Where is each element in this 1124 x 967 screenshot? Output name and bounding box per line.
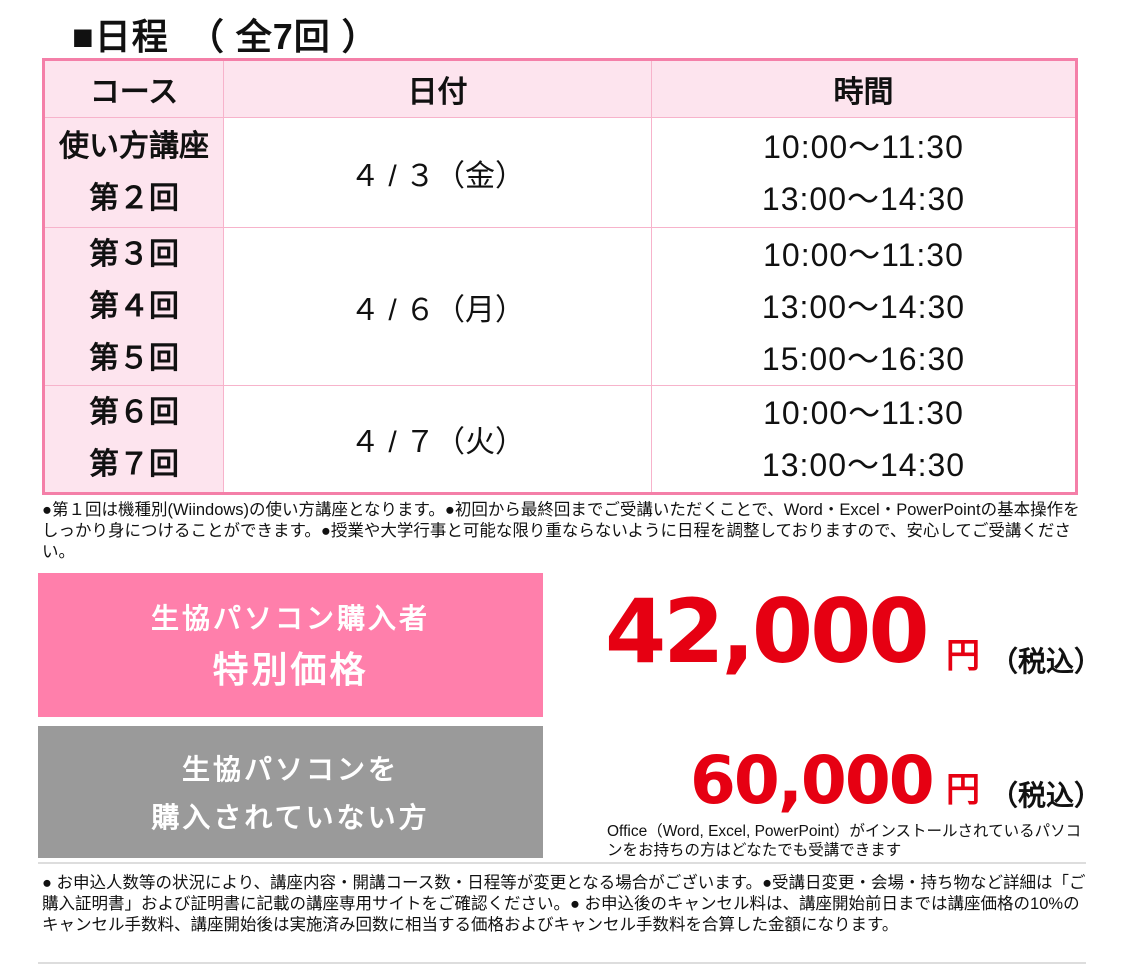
course-label: 第２回	[89, 181, 179, 215]
regular-line2: 購入されていない方	[151, 802, 430, 833]
course-label: 第３回	[89, 237, 179, 271]
special-price-unit: 円	[946, 636, 980, 676]
time-cell: 10:00〜11:30 13:00〜14:30	[651, 117, 1077, 228]
schedule-note: ●第１回は機種別(Wiindows)の使い方講座となります。●初回から最終回まで…	[42, 501, 1080, 561]
course-cell: 第３回第４回第５回	[43, 227, 224, 386]
regular-price: 60,000	[690, 742, 935, 819]
table-row: 使い方講座第２回 ４ / ３（金） 10:00〜11:30 13:00〜14:30	[43, 117, 1077, 228]
header-course: コース	[43, 59, 224, 118]
date-cell: ４ / ３（金）	[223, 117, 652, 228]
regular-price-unit: 円	[946, 770, 980, 810]
time-slot: 15:00〜16:30	[761, 340, 966, 377]
date-cell: ４ / ７（火）	[223, 385, 652, 494]
course-cell: 第６回第７回	[43, 385, 224, 494]
course-label: 第６回	[89, 396, 179, 429]
regular-tax-label: （税込）	[990, 780, 1103, 811]
divider	[38, 862, 1086, 864]
course-label: 使い方講座	[59, 129, 209, 163]
table-row: 第６回第７回 ４ / ７（火） 10:00〜11:30 13:00〜14:30	[43, 385, 1077, 494]
table-header: コース 日付 時間	[43, 59, 1077, 118]
course-label: 第４回	[89, 289, 179, 323]
course-label: 第５回	[89, 341, 179, 375]
regular-line1: 生協パソコンを	[181, 754, 399, 785]
special-line1: 生協パソコン購入者	[150, 603, 430, 634]
time-slot: 13:00〜14:30	[761, 288, 966, 325]
schedule-table: コース 日付 時間 使い方講座 第２回 ４ / ３（金） 10:00〜11:30 1…	[42, 58, 1078, 495]
time-cell: 10:00〜11:30 13:00〜14:30	[651, 385, 1077, 494]
special-tax-label: （税込）	[990, 646, 1103, 677]
time-slot: 13:00〜14:30	[761, 180, 966, 217]
special-price-label: 生協パソコン購入者 特別価格	[38, 573, 543, 717]
time-slot: 10:00〜11:30	[763, 395, 964, 431]
divider	[38, 962, 1086, 964]
header-time: 時間	[651, 59, 1077, 118]
cancellation-note: ● お申込人数等の状況により、講座内容・開講コース数・日程等が変更となる場合がご…	[42, 874, 1086, 934]
header-date: 日付	[223, 59, 652, 118]
special-line2: 特別価格	[212, 649, 369, 690]
regular-price-note: Office（Word, Excel, PowerPoint）がインストールされ…	[607, 823, 1082, 859]
section-title: ■日程 （ 全7回 ）	[72, 16, 379, 57]
table-row: 第３回第４回第５回 ４ / ６（月） 10:00〜11:30 13:00〜14:3…	[43, 227, 1077, 386]
time-slot: 10:00〜11:30	[763, 236, 964, 273]
special-price: 42,000	[605, 580, 930, 683]
date-cell: ４ / ６（月）	[223, 227, 652, 386]
regular-price-label: 生協パソコンを 購入されていない方	[38, 726, 543, 858]
time-slot: 10:00〜11:30	[763, 128, 964, 165]
course-label: 第７回	[89, 448, 179, 481]
time-slot: 13:00〜14:30	[761, 447, 966, 483]
time-cell: 10:00〜11:30 13:00〜14:30 15:00〜16:30	[651, 227, 1077, 386]
course-cell: 使い方講座第２回	[43, 117, 224, 228]
